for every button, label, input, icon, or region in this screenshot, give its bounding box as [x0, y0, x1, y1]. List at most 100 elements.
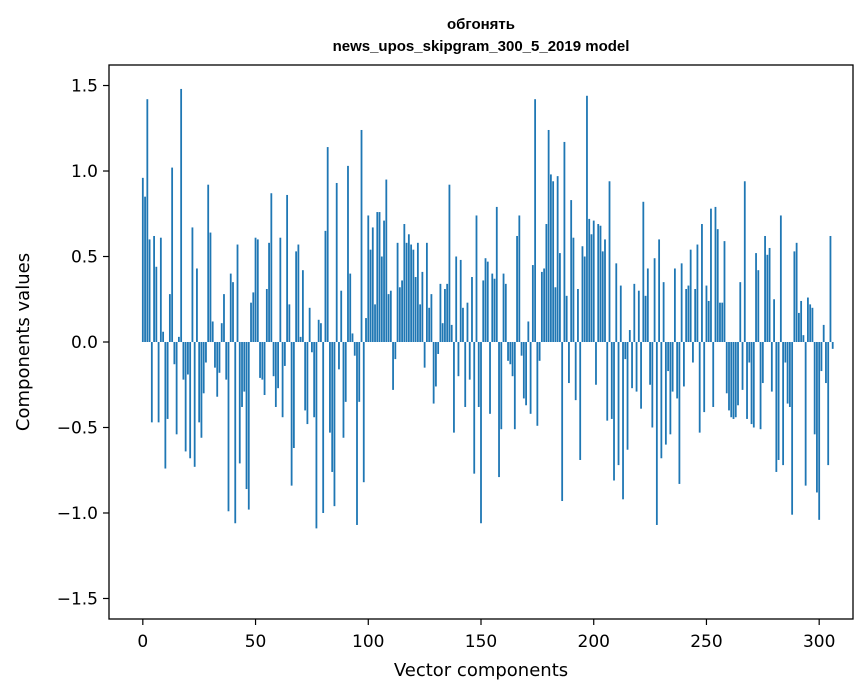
bar: [678, 342, 681, 484]
bar: [579, 342, 582, 460]
bar: [577, 288, 579, 342]
bar: [689, 249, 692, 342]
bar: [220, 323, 223, 342]
bar: [462, 307, 464, 342]
bar: [513, 342, 516, 430]
bar: [245, 342, 248, 490]
bar: [795, 242, 798, 342]
bar: [387, 294, 390, 342]
bar: [394, 342, 397, 360]
bar: [764, 235, 766, 342]
bar: [214, 342, 216, 368]
bar: [568, 342, 570, 384]
bar: [701, 224, 703, 342]
y-tick-label: 0.5: [71, 248, 98, 268]
bar: [385, 179, 388, 342]
bar: [563, 141, 566, 342]
y-tick-label: −1.5: [57, 589, 98, 609]
x-tick-label: 100: [352, 632, 384, 652]
bar: [590, 234, 593, 342]
bar: [464, 342, 467, 407]
bar: [191, 227, 194, 342]
bar: [290, 342, 293, 486]
bar: [331, 342, 334, 472]
bar: [450, 324, 453, 342]
bar: [360, 129, 363, 342]
bar: [658, 239, 661, 342]
bar: [646, 268, 649, 342]
bar: [786, 342, 789, 404]
y-axis-label: Components values: [13, 253, 34, 431]
bar: [369, 249, 372, 342]
bar: [175, 342, 178, 435]
bar: [410, 244, 413, 342]
x-tick-label: 0: [137, 632, 148, 652]
y-axis-ticks: 1.5 1.0 0.5 0.0 −0.5 −1.0 −1.5: [57, 77, 109, 609]
bar: [414, 277, 417, 342]
bar: [705, 285, 708, 342]
bar: [667, 342, 670, 372]
plot-frame: [108, 64, 854, 620]
bar: [807, 297, 809, 342]
bar: [263, 342, 266, 396]
bar: [707, 300, 710, 342]
bar: [349, 273, 352, 342]
bar: [254, 237, 257, 342]
bar: [797, 312, 800, 342]
bar: [761, 342, 764, 384]
bar: [416, 242, 419, 342]
bar: [421, 271, 424, 342]
bar: [586, 95, 588, 342]
bar: [525, 342, 527, 406]
bar: [827, 342, 830, 466]
bar: [471, 277, 473, 342]
bar: [649, 342, 651, 385]
bar: [428, 307, 431, 342]
bar: [669, 342, 672, 435]
bar: [437, 342, 440, 354]
bar: [430, 294, 433, 342]
bar: [419, 304, 422, 342]
bar: [141, 177, 144, 342]
bar: [757, 270, 760, 342]
bar: [710, 208, 712, 342]
bar: [468, 342, 471, 380]
bar: [574, 342, 577, 401]
bar: [407, 234, 410, 342]
bar: [153, 235, 155, 342]
bar: [268, 242, 270, 342]
bar: [540, 271, 543, 342]
bar: [642, 201, 645, 342]
bar: [696, 244, 699, 342]
bar: [261, 342, 264, 380]
bar: [466, 302, 469, 342]
chart-title-line2: news_upos_skipgram_300_5_2019 model: [333, 38, 630, 55]
bar: [816, 342, 818, 493]
bar: [572, 237, 575, 342]
bar: [288, 304, 291, 342]
bar: [376, 212, 379, 342]
bar: [396, 242, 399, 342]
bar: [543, 268, 546, 342]
bar: [317, 319, 320, 342]
bar: [734, 342, 737, 418]
bar: [146, 99, 149, 342]
bar: [356, 342, 358, 525]
bar: [737, 342, 739, 406]
bar: [311, 342, 313, 353]
bar: [265, 288, 268, 342]
bar: [653, 258, 656, 342]
bar: [484, 258, 487, 342]
bar: [155, 266, 158, 342]
bar: [504, 283, 507, 342]
bar: [180, 88, 183, 342]
bar: [322, 342, 325, 513]
bar: [671, 342, 674, 392]
bar: [725, 342, 728, 394]
bar: [304, 342, 307, 411]
bar: [743, 181, 746, 342]
bar: [768, 247, 771, 342]
bar: [685, 288, 688, 342]
bar: [549, 174, 552, 342]
